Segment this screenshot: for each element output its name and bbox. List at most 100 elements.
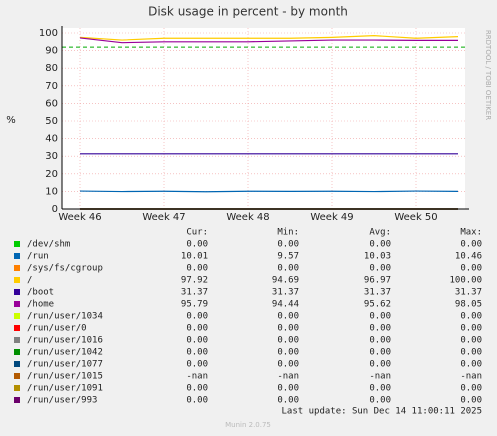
x-tick-label: Week 49	[310, 212, 353, 223]
stat-value: 0.00	[460, 384, 482, 394]
stat-value: 0.00	[460, 324, 482, 334]
stat-value: 98.05	[455, 300, 482, 310]
legend-swatch	[14, 373, 20, 379]
stat-value: 31.37	[272, 288, 299, 298]
stat-value: 0.00	[277, 336, 299, 346]
plot-area	[62, 28, 465, 209]
stat-value: 0.00	[186, 324, 208, 334]
legend-swatch	[14, 337, 20, 343]
stat-value: 94.69	[272, 276, 299, 286]
legend-swatch	[14, 385, 20, 391]
stat-header: Avg:	[369, 228, 391, 238]
y-tick-label: 0	[52, 204, 58, 215]
y-tick-label: 10	[45, 186, 58, 197]
stat-value: 96.97	[364, 276, 391, 286]
stat-value: 0.00	[186, 360, 208, 370]
stat-value: 31.37	[364, 288, 391, 298]
stat-value: 0.00	[186, 396, 208, 406]
series-line	[79, 190, 459, 193]
legend-label: /run/user/1077	[27, 360, 103, 370]
y-tick-label: 50	[45, 116, 58, 127]
stat-value: 95.62	[364, 300, 391, 310]
legend-swatch	[14, 397, 20, 403]
last-update: Last update: Sun Dec 14 11:00:11 2025	[282, 407, 482, 417]
stat-value: -nan	[369, 372, 391, 382]
legend-swatch	[14, 313, 20, 319]
legend-label: /run/user/1091	[27, 384, 103, 394]
stat-value: 0.00	[369, 312, 391, 322]
stat-value: 0.00	[369, 396, 391, 406]
stat-value: 0.00	[186, 348, 208, 358]
y-tick-label: 60	[45, 98, 58, 109]
legend-label: /run/user/1034	[27, 312, 103, 322]
stat-value: 0.00	[277, 324, 299, 334]
legend-swatch	[14, 265, 20, 271]
legend-label: /sys/fs/cgroup	[27, 264, 103, 274]
legend-swatch	[14, 289, 20, 295]
legend-label: /run/user/0	[27, 324, 87, 334]
stat-value: 0.00	[186, 312, 208, 322]
series-line	[79, 35, 459, 41]
y-label: %	[6, 115, 16, 126]
stat-value: 0.00	[369, 360, 391, 370]
legend-label: /	[27, 276, 32, 286]
stat-value: 0.00	[369, 264, 391, 274]
stat-value: 0.00	[460, 336, 482, 346]
stat-value: 0.00	[277, 396, 299, 406]
stat-value: 97.92	[181, 276, 208, 286]
stat-value: 0.00	[277, 360, 299, 370]
legend-swatch	[14, 325, 20, 331]
stat-value: -nan	[277, 372, 299, 382]
stat-value: 31.37	[181, 288, 208, 298]
x-tick-label: Week 46	[58, 212, 101, 223]
y-tick-label: 80	[45, 63, 58, 74]
x-tick-label: Week 48	[226, 212, 269, 223]
stat-value: 0.00	[186, 336, 208, 346]
stat-value: 0.00	[186, 384, 208, 394]
stat-value: 0.00	[460, 348, 482, 358]
stat-value: 94.44	[272, 300, 299, 310]
footer: Munin 2.0.75	[225, 421, 271, 429]
series-line	[79, 37, 459, 44]
stat-header: Cur:	[186, 228, 208, 238]
stat-value: 9.57	[277, 252, 299, 262]
stat-value: -nan	[186, 372, 208, 382]
legend-swatch	[14, 349, 20, 355]
stat-value: 0.00	[277, 264, 299, 274]
legend-label: /run/user/1015	[27, 372, 103, 382]
legend-label: /run	[27, 252, 49, 262]
stat-header: Min:	[277, 228, 299, 238]
y-tick-label: 90	[45, 46, 58, 57]
stat-value: 0.00	[369, 336, 391, 346]
stat-value: 95.79	[181, 300, 208, 310]
legend-label: /run/user/993	[27, 396, 97, 406]
stat-value: 0.00	[460, 264, 482, 274]
legend-swatch	[14, 241, 20, 247]
stat-value: 0.00	[460, 312, 482, 322]
stat-value: 0.00	[369, 384, 391, 394]
legend-label: /dev/shm	[27, 240, 70, 250]
stat-value: -nan	[460, 372, 482, 382]
side-label: RRDTOOL / TOBI OETIKER	[484, 30, 492, 120]
stat-value: 0.00	[277, 384, 299, 394]
y-tick-label: 20	[45, 169, 58, 180]
stat-value: 0.00	[369, 240, 391, 250]
stat-value: 0.00	[369, 324, 391, 334]
stat-value: 0.00	[186, 264, 208, 274]
x-tick-label: Week 50	[394, 212, 437, 223]
legend-label: /run/user/1042	[27, 348, 103, 358]
stat-value: 10.01	[181, 252, 208, 262]
x-tick-label: Week 47	[142, 212, 185, 223]
chart-title: Disk usage in percent - by month	[148, 5, 348, 19]
stat-value: 0.00	[460, 396, 482, 406]
legend-swatch	[14, 361, 20, 367]
legend-swatch	[14, 253, 20, 259]
stat-value: 10.03	[364, 252, 391, 262]
stat-header: Max:	[460, 228, 482, 238]
legend-swatch	[14, 301, 20, 307]
legend-label: /run/user/1016	[27, 336, 103, 346]
stat-value: 0.00	[277, 312, 299, 322]
stat-value: 10.46	[455, 252, 482, 262]
y-tick-label: 40	[45, 134, 58, 145]
